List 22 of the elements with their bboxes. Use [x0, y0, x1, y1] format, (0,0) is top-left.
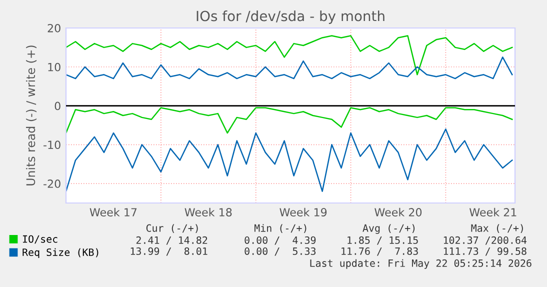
x-tick-label: Week 20 [374, 208, 422, 216]
x-tick-label: Week 18 [184, 208, 232, 216]
line-series [66, 35, 513, 76]
legend-label: Req Size (KB) [22, 248, 98, 258]
y-tick-label: -10 [44, 140, 60, 150]
text: Last update: Fri May 22 05:25:14 2026 [310, 259, 532, 269]
y-tick-label: 10 [48, 62, 60, 72]
line-series [66, 56, 513, 80]
text: 2.41 / 14.82 0.00 / 4.39 1.85 / 15.15 102.37 /200.64 [136, 236, 527, 245]
line-series [66, 128, 513, 192]
text: 13.99 / 8.01 0.00 / 5.33 11.76 / 7.83 111.73 / 99.58 [130, 247, 526, 256]
chart-title: IOs for /dev/sda - by month [196, 10, 384, 24]
y-axis-title: Units read (-) / write (+) [26, 46, 37, 186]
y-tick-label: 20 [48, 24, 60, 32]
y-tick-label: -20 [44, 180, 60, 188]
x-tick-label: Week 19 [280, 208, 327, 216]
x-tick-label: Week 17 [90, 208, 137, 216]
line-series [66, 107, 513, 134]
y-tick-label: 0 [54, 102, 60, 110]
x-tick-label: Week 21 [469, 208, 516, 216]
legend-label: IO/sec [22, 235, 58, 244]
text: Cur (-/+) Min (-/+) Avg (-/+) Max (-/+) [146, 224, 523, 234]
